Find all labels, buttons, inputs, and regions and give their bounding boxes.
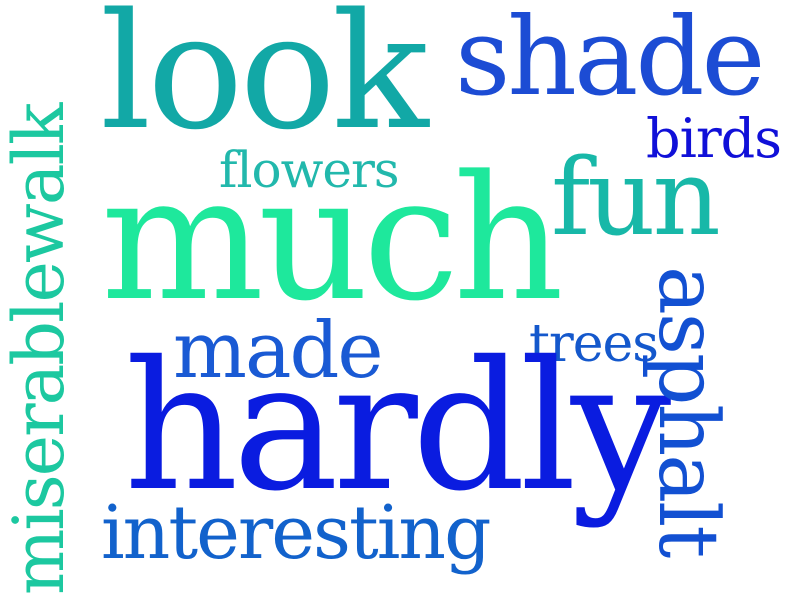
word-asphalt: asphalt [640,266,735,557]
word-much: much [101,138,564,339]
word-interesting: interesting [101,490,491,576]
word-look: look [100,0,429,165]
word-birds: birds [646,107,782,170]
word-fun: fun [551,136,721,259]
word-flowers: flowers [219,141,400,199]
word-miserablewalk: miserablewalk [0,104,80,595]
word-trees: trees [529,314,659,374]
word-hardly: hardly [124,323,671,530]
word-shade: shade [455,0,765,120]
word-made: made [173,306,384,396]
